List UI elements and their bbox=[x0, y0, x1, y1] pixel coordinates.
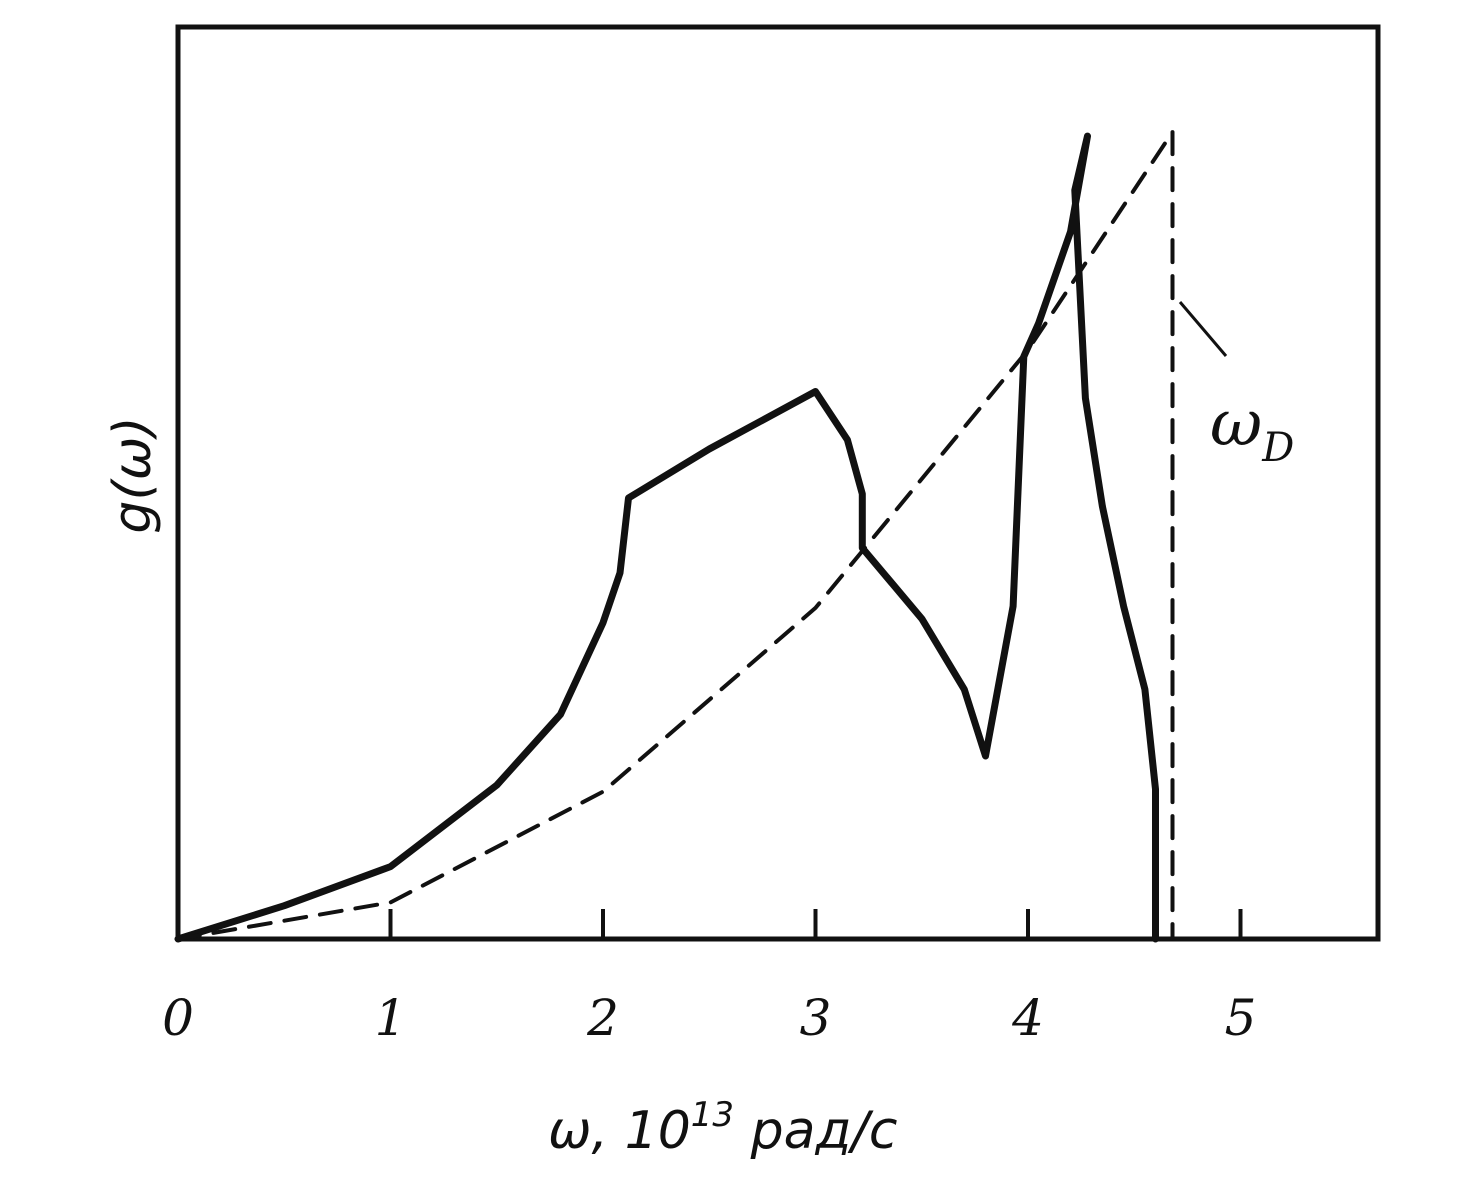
x-axis-label: ω, 1013 рад/с bbox=[548, 1095, 898, 1161]
x-tick-label-5: 5 bbox=[1225, 989, 1257, 1047]
x-axis-ticks bbox=[388, 909, 1243, 939]
x-tick-label-4: 4 bbox=[1011, 989, 1044, 1047]
omega-d-subscript: D bbox=[1261, 425, 1294, 471]
x-axis-tick-labels: 0 1 2 3 4 5 bbox=[162, 989, 1256, 1047]
series-layer bbox=[174, 130, 1175, 943]
series-solid-line bbox=[174, 132, 1159, 943]
omega-d-leader-line bbox=[1178, 301, 1228, 357]
omega-d-symbol: ω bbox=[1210, 387, 1262, 461]
x-tick-label-0: 0 bbox=[162, 989, 194, 1047]
y-axis-label: g(ω) bbox=[103, 416, 163, 533]
series-dashed-line bbox=[176, 130, 1175, 941]
x-tick-label-3: 3 bbox=[800, 989, 832, 1047]
omega-d-annotation: ωD bbox=[1210, 387, 1294, 471]
x-axis-label-exponent: 13 bbox=[691, 1095, 734, 1135]
x-tick-label-1: 1 bbox=[375, 989, 407, 1047]
plot-frame bbox=[175, 24, 1381, 942]
x-tick-label-2: 2 bbox=[586, 989, 619, 1047]
x-axis-label-unit: рад/с bbox=[734, 1101, 897, 1161]
x-axis-label-main: ω, 10 bbox=[548, 1101, 691, 1161]
